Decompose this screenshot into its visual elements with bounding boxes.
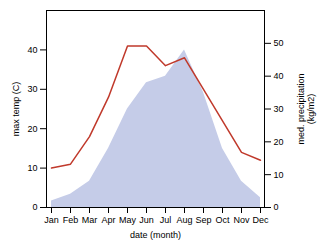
svg-text:20: 20 <box>274 137 284 147</box>
svg-text:max temp (C): max temp (C) <box>11 82 21 137</box>
svg-text:Sep: Sep <box>195 215 211 225</box>
html-text:med. precipitation (kg/m2): med. precipitation (kg/m2) <box>295 73 316 144</box>
svg-text:30: 30 <box>274 104 284 114</box>
svg-text:50: 50 <box>274 38 284 48</box>
svg-text:0: 0 <box>32 202 37 212</box>
svg-text:Mar: Mar <box>82 215 98 225</box>
svg-text:30: 30 <box>27 84 37 94</box>
svg-text:20: 20 <box>27 124 37 134</box>
svg-text:40: 40 <box>274 71 284 81</box>
svg-text:Dec: Dec <box>252 215 269 225</box>
svg-text:Nov: Nov <box>233 215 250 225</box>
svg-text:Aug: Aug <box>176 215 192 225</box>
svg-text:Jun: Jun <box>139 215 154 225</box>
svg-text:10: 10 <box>27 163 37 173</box>
svg-text:Feb: Feb <box>63 215 79 225</box>
svg-text:40: 40 <box>27 45 37 55</box>
svg-text:date (month): date (month) <box>130 230 181 240</box>
svg-text:Oct: Oct <box>215 215 230 225</box>
svg-text:0: 0 <box>274 202 279 212</box>
svg-text:10: 10 <box>274 170 284 180</box>
svg-text:Jan: Jan <box>44 215 59 225</box>
svg-text:Jul: Jul <box>160 215 172 225</box>
svg-text:Apr: Apr <box>101 215 115 225</box>
svg-text:May: May <box>119 215 137 225</box>
